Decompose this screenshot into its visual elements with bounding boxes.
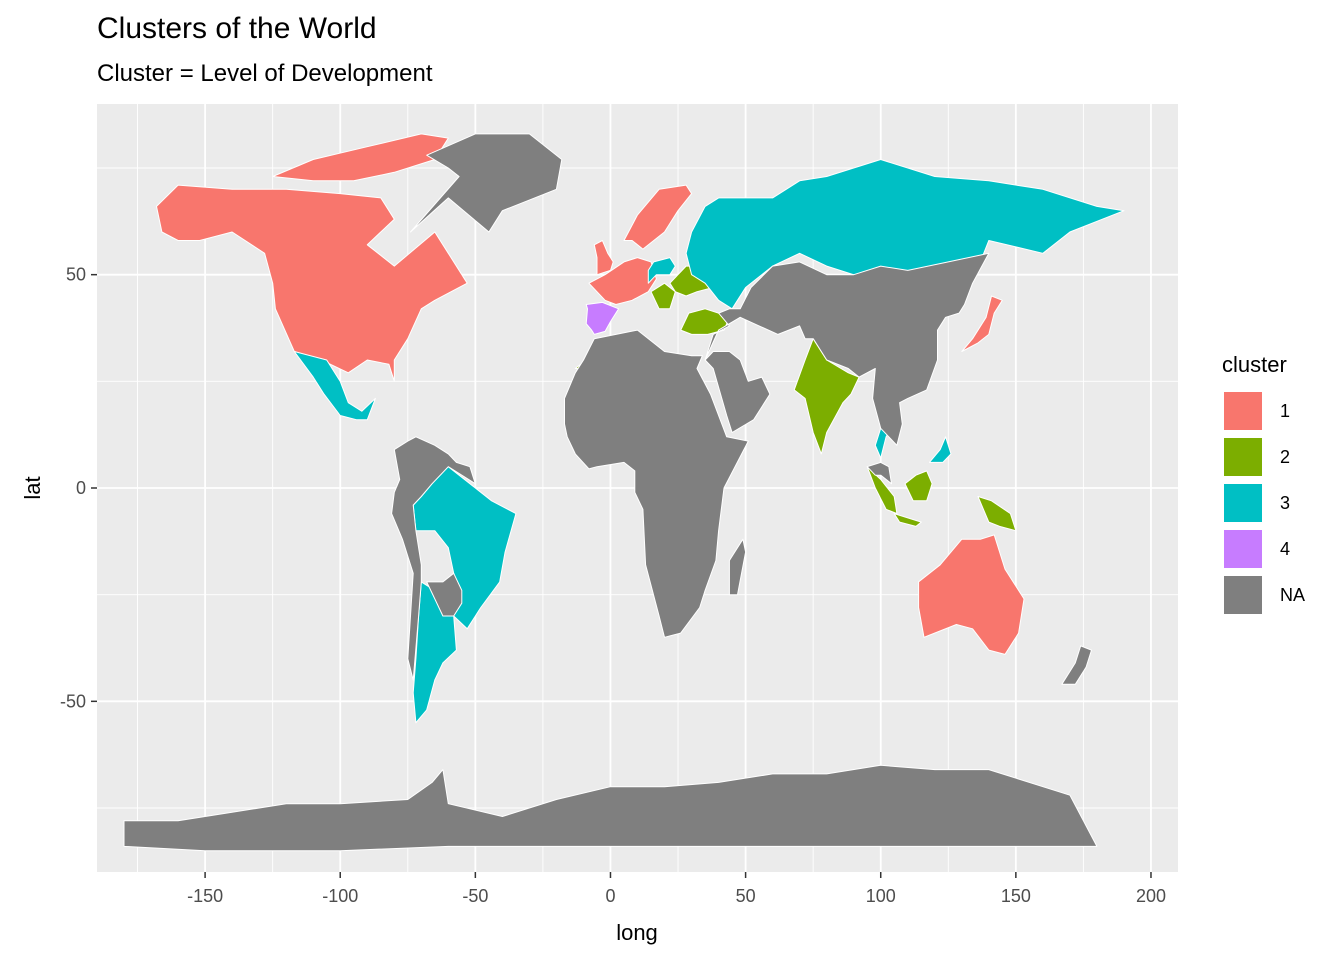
y-tick-label: 0 [76, 478, 86, 498]
region-cluster-2 [893, 513, 922, 527]
legend-key-3 [1222, 482, 1264, 524]
region-cluster-na [704, 351, 771, 433]
legend-key-2 [1222, 436, 1264, 478]
region-cluster-3 [685, 159, 1125, 310]
region-cluster-3 [647, 257, 676, 284]
region-cluster-2 [866, 466, 898, 515]
region-cluster-2 [977, 496, 1017, 532]
region-cluster-na [426, 572, 463, 617]
x-axis-ticks: -150 -100 -50 0 50 100 150 200 [187, 872, 1166, 906]
region-cluster-2 [904, 470, 933, 502]
chart-title: Clusters of the World [97, 12, 377, 45]
y-tick-label: -50 [60, 691, 86, 711]
region-cluster-na [704, 252, 990, 446]
x-tick-label: 100 [866, 886, 896, 906]
legend-item-4: 4 [1222, 526, 1305, 572]
world-map-plot: -150 -100 -50 0 50 100 150 200 -50 0 50 long lat [20, 104, 1178, 945]
x-tick-label: 150 [1001, 886, 1031, 906]
x-tick-label: 0 [605, 886, 615, 906]
legend-label-na: NA [1280, 584, 1306, 605]
region-cluster-2 [650, 282, 676, 310]
legend: cluster 1 2 3 4 NA [1222, 352, 1305, 618]
y-tick-label: 50 [66, 265, 86, 285]
chart-subtitle: Cluster = Level of Development [97, 60, 433, 87]
region-cluster-1 [588, 257, 657, 305]
legend-item-3: 3 [1222, 480, 1305, 526]
legend-item-na: NA [1222, 572, 1305, 618]
legend-label-3: 3 [1280, 492, 1291, 513]
legend-key-4 [1222, 528, 1264, 570]
region-cluster-3 [928, 436, 952, 463]
region-cluster-3 [293, 351, 376, 421]
legend-item-1: 1 [1222, 388, 1305, 434]
region-cluster-4 [585, 301, 620, 335]
legend-label-1: 1 [1280, 400, 1291, 421]
legend-label-2: 2 [1280, 446, 1291, 467]
region-cluster-na [564, 329, 749, 638]
y-axis-ticks: -50 0 50 [60, 265, 97, 711]
region-cluster-na [728, 538, 747, 596]
region-cluster-na [1061, 645, 1092, 685]
legend-title: cluster [1222, 352, 1287, 377]
x-tick-label: -50 [462, 886, 488, 906]
x-tick-label: 50 [736, 886, 756, 906]
legend-item-2: 2 [1222, 434, 1305, 480]
legend-label-4: 4 [1280, 538, 1291, 559]
region-cluster-1 [593, 240, 614, 276]
legend-key-1 [1222, 390, 1264, 432]
region-cluster-1 [961, 295, 1003, 352]
x-tick-label: -100 [322, 886, 358, 906]
x-tick-label: 200 [1136, 886, 1166, 906]
region-cluster-1 [623, 184, 693, 250]
region-cluster-na [410, 133, 563, 233]
legend-key-na [1222, 574, 1264, 616]
region-cluster-na [866, 461, 892, 485]
country-regions [123, 133, 1125, 852]
region-cluster-1 [156, 184, 468, 382]
x-tick-label: -150 [187, 886, 223, 906]
region-cluster-na [123, 764, 1098, 852]
region-cluster-na [391, 436, 476, 681]
y-axis-title: lat [20, 476, 45, 499]
region-cluster-1 [918, 534, 1025, 655]
x-axis-title: long [616, 920, 658, 945]
